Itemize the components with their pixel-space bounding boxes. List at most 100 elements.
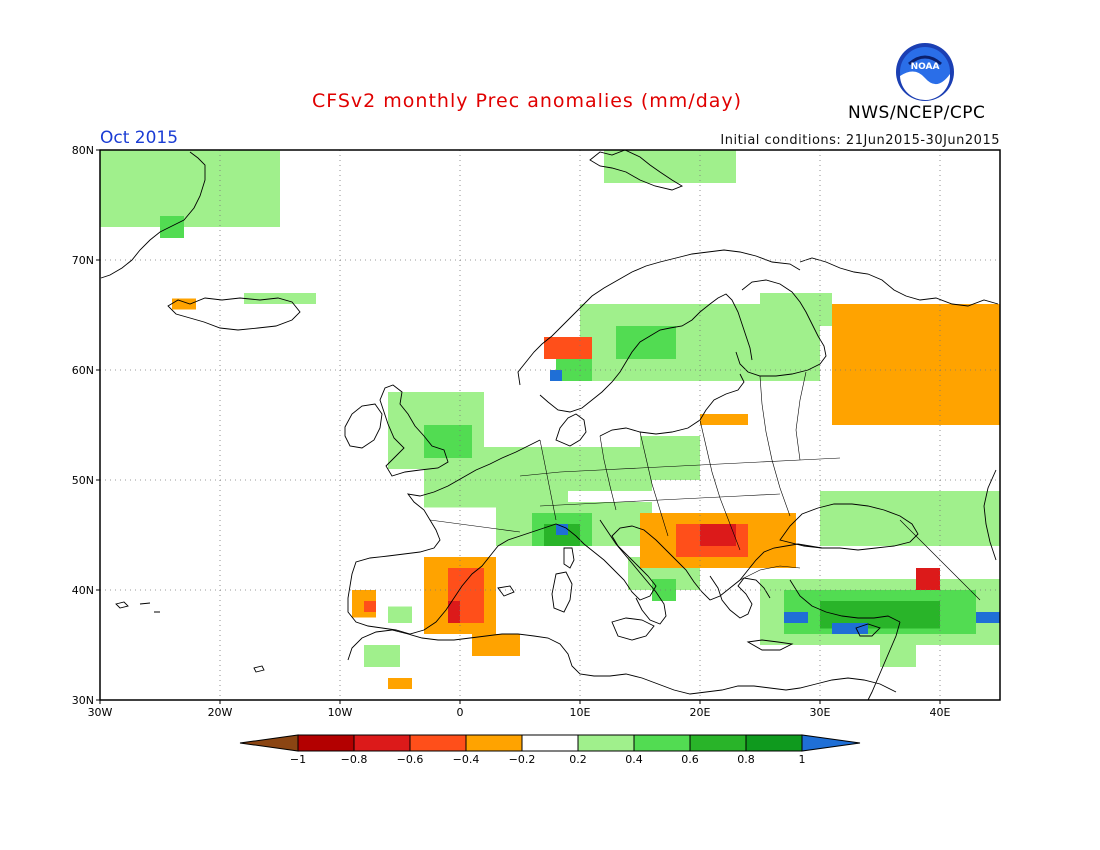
longitude-label: 40E — [930, 706, 951, 719]
coastlines — [100, 149, 999, 701]
anomaly-cell-wet_max — [976, 612, 1000, 623]
anomaly-cell-wet_light — [820, 491, 1000, 546]
anomaly-cell-wet_max — [556, 524, 568, 535]
coastline-greenland — [100, 151, 206, 279]
coastline-norway — [517, 249, 801, 386]
map-title: CFSv2 monthly Prec anomalies (mm/day) — [312, 90, 743, 112]
colorbar-segment — [577, 734, 635, 752]
anomaly-cell-wet_mid — [160, 216, 184, 238]
colorbar-label: 1 — [799, 753, 806, 766]
anomaly-cell-wet_light — [364, 645, 400, 667]
coastline-ireland — [344, 403, 383, 449]
longitude-label: 30E — [810, 706, 831, 719]
coastline-italy — [599, 519, 667, 625]
anomaly-cell-wet_light — [724, 337, 784, 370]
anomaly-cell-wet_light — [388, 606, 412, 623]
noaa-logo-icon: NOAA — [896, 43, 954, 101]
colorbar-segment — [465, 734, 523, 752]
colorbar-segment — [297, 734, 355, 752]
colorbar-label: −0.2 — [509, 753, 536, 766]
coastline-iceland — [167, 297, 301, 331]
colorbar-label: −0.6 — [397, 753, 424, 766]
coastline-balearic — [497, 585, 515, 597]
longitude-label: 20E — [690, 706, 711, 719]
anomaly-cell-wet_light — [640, 436, 700, 480]
longitude-label: 10E — [570, 706, 591, 719]
colorbar-label: −0.4 — [453, 753, 480, 766]
latitude-label: 30N — [72, 694, 94, 707]
anomaly-cell-wet_max — [550, 370, 562, 381]
coastline-denmark — [555, 413, 587, 447]
colorbar-max-arrow — [801, 734, 861, 752]
anomaly-cell-wet_max — [832, 623, 868, 634]
anomaly-cell-dry_dark — [700, 524, 736, 546]
coastline-britain — [379, 384, 449, 477]
coastline-madeira — [253, 665, 265, 673]
colorbar-segment — [689, 734, 747, 752]
anomaly-cell-wet_light — [880, 634, 916, 667]
anomaly-cell-dry_light — [388, 678, 412, 689]
colorbar-label: 0.2 — [569, 753, 587, 766]
axis-labels: 30N 40N 50N 60N 70N 80N 30W 20W 10W 0 10E 20E 30E 40E — [72, 144, 951, 719]
colorbar-segment — [353, 734, 411, 752]
colorbar-label: 0.6 — [681, 753, 699, 766]
anomaly-cell-dry_dark — [448, 601, 460, 623]
anomaly-cell-wet_light — [100, 150, 280, 227]
coastline-sicily — [611, 617, 655, 641]
colorbar-label: −0.8 — [341, 753, 368, 766]
coastline-caspian — [983, 469, 997, 561]
colorbar-label: 0.8 — [737, 753, 755, 766]
anomaly-cell-wet_max — [784, 612, 808, 623]
coastline-svalbard — [589, 149, 684, 191]
initial-conditions-label: Initial conditions: 21Jun2015-30Jun2015 — [720, 133, 1000, 148]
graticule — [100, 150, 1000, 700]
anomaly-cell-wet_mid — [424, 425, 472, 458]
coastline-sardinia — [551, 571, 573, 613]
anomaly-cell-wet_mid — [556, 359, 592, 381]
longitude-label: 20W — [208, 706, 233, 719]
anomaly-cell-dry_dark — [916, 568, 940, 590]
coastline-greece — [709, 575, 771, 619]
forecast-period-label: Oct 2015 — [100, 128, 179, 148]
colorbar-segment — [409, 734, 467, 752]
anomaly-cell-dry_light — [172, 298, 196, 310]
latitude-label: 40N — [72, 584, 94, 597]
latitude-label: 60N — [72, 364, 94, 377]
coastline-sweden — [539, 293, 753, 413]
coastline-europe-west — [347, 439, 541, 635]
anomaly-cell-dry_mid — [544, 337, 592, 359]
latitude-label: 70N — [72, 254, 94, 267]
anomaly-cell-dry_light — [700, 414, 748, 425]
colorbar-label: −1 — [290, 753, 306, 766]
map-frame — [99, 149, 1001, 701]
coastline-north-africa — [347, 629, 897, 695]
anomaly-cell-wet_mid — [616, 326, 676, 359]
anomaly-cell-wet_light — [604, 150, 736, 183]
noaa-logo-text: NOAA — [911, 62, 940, 72]
colorbar-min-arrow — [239, 734, 299, 752]
coastline-kola — [799, 257, 999, 307]
latitude-label: 80N — [72, 144, 94, 157]
longitude-label: 30W — [88, 706, 113, 719]
coastline-crete — [746, 639, 794, 651]
latitude-label: 50N — [72, 474, 94, 487]
colorbar-label: 0.4 — [625, 753, 643, 766]
coastline-black-sea — [779, 503, 919, 551]
colorbar-segment — [633, 734, 691, 752]
coastline-med-north — [531, 523, 823, 601]
longitude-label: 0 — [457, 706, 464, 719]
colorbar-segment — [521, 734, 579, 752]
anomaly-cell-dry_light — [832, 304, 1000, 425]
coastline-levant — [867, 621, 901, 701]
coastline-anatolia — [789, 579, 901, 623]
coastline-cyprus — [855, 623, 881, 637]
coastline-corsica — [563, 547, 575, 569]
coastline-baltic — [599, 373, 745, 437]
coastline-azores — [115, 601, 160, 613]
colorbar-segment — [745, 734, 803, 752]
longitude-label: 10W — [328, 706, 353, 719]
agency-label: NWS/NCEP/CPC — [848, 103, 986, 123]
anomaly-cell-dry_light — [472, 634, 520, 656]
